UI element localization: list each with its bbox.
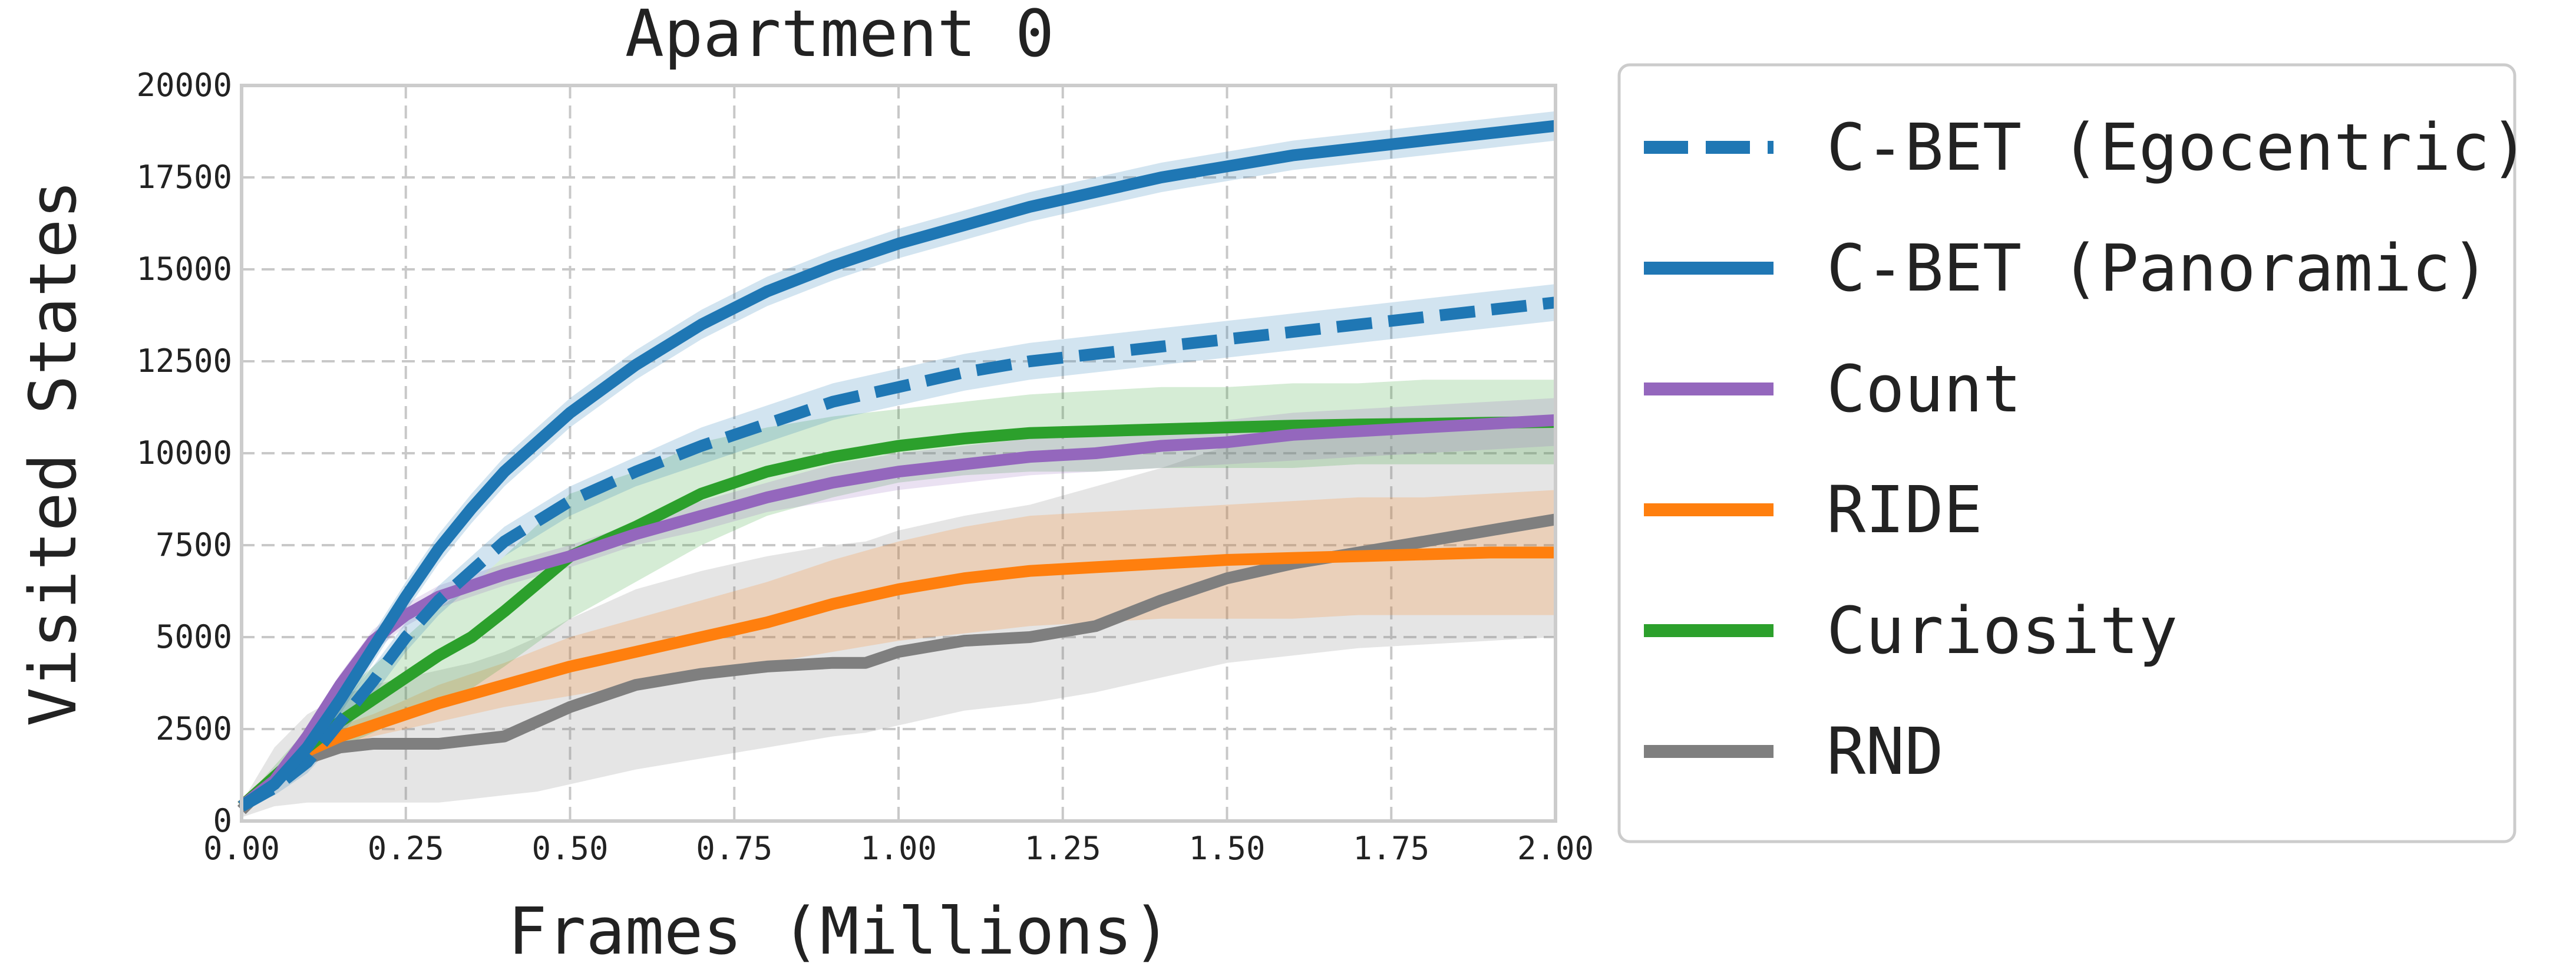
y-tick-label: 5000 — [156, 618, 232, 655]
x-tick-label: 0.00 — [203, 830, 280, 867]
line-rnd — [237, 513, 1557, 815]
y-tick-label: 20000 — [136, 67, 232, 104]
band-rnd — [242, 416, 1555, 817]
plot-area-frame — [240, 84, 1557, 823]
legend-label: RIDE — [1827, 472, 1983, 548]
legend-label: C-BET (Egocentric) — [1827, 110, 2529, 185]
x-tick-label: 1.25 — [1025, 830, 1101, 867]
grid-lines — [242, 85, 1555, 821]
legend-box — [1617, 63, 2516, 843]
y-axis-label: Visited States — [15, 180, 91, 726]
legend-label: C-BET (Panoramic) — [1827, 230, 2490, 306]
x-tick-label: 0.25 — [368, 830, 444, 867]
x-tick-label: 0.75 — [696, 830, 772, 867]
x-tick-labels: 0.00 0.25 0.50 0.75 1.00 1.25 1.50 1.75 2.00 — [203, 830, 1594, 867]
y-tick-label: 7500 — [156, 526, 232, 563]
y-tick-label: 15000 — [136, 250, 232, 288]
series-lines — [237, 120, 1557, 815]
x-tick-label: 0.50 — [531, 830, 608, 867]
y-tick-label: 10000 — [136, 434, 232, 471]
band-ride — [242, 490, 1555, 810]
y-tick-label: 2500 — [156, 710, 232, 747]
chart-title: Apartment 0 — [625, 0, 1054, 71]
line-c-bet-egocentric — [239, 296, 1557, 812]
x-tick-label: 2.00 — [1517, 830, 1594, 867]
line-ride — [237, 546, 1555, 811]
y-tick-label: 0 — [213, 802, 232, 839]
x-axis-label: Frames (Millions) — [508, 893, 1171, 969]
legend-label: Count — [1827, 351, 2022, 427]
legend-label: Curiosity — [1827, 593, 2178, 668]
x-tick-label: 1.50 — [1188, 830, 1265, 867]
y-tick-label: 17500 — [136, 159, 232, 196]
y-tick-labels: 0 2500 5000 7500 10000 12500 15000 17500 20000 — [136, 67, 232, 839]
x-tick-label: 1.00 — [860, 830, 937, 867]
band-c-bet-panoramic — [242, 111, 1555, 810]
legend-label: RND — [1827, 714, 1944, 789]
line-c-bet-panoramic — [238, 120, 1557, 812]
legend: C-BET (Egocentric) C-BET (Panoramic) Count… — [1644, 110, 2529, 789]
band-count — [242, 398, 1555, 810]
y-tick-label: 12500 — [136, 342, 232, 380]
line-curiosity — [237, 416, 1556, 811]
x-tick-label: 1.75 — [1353, 830, 1429, 867]
